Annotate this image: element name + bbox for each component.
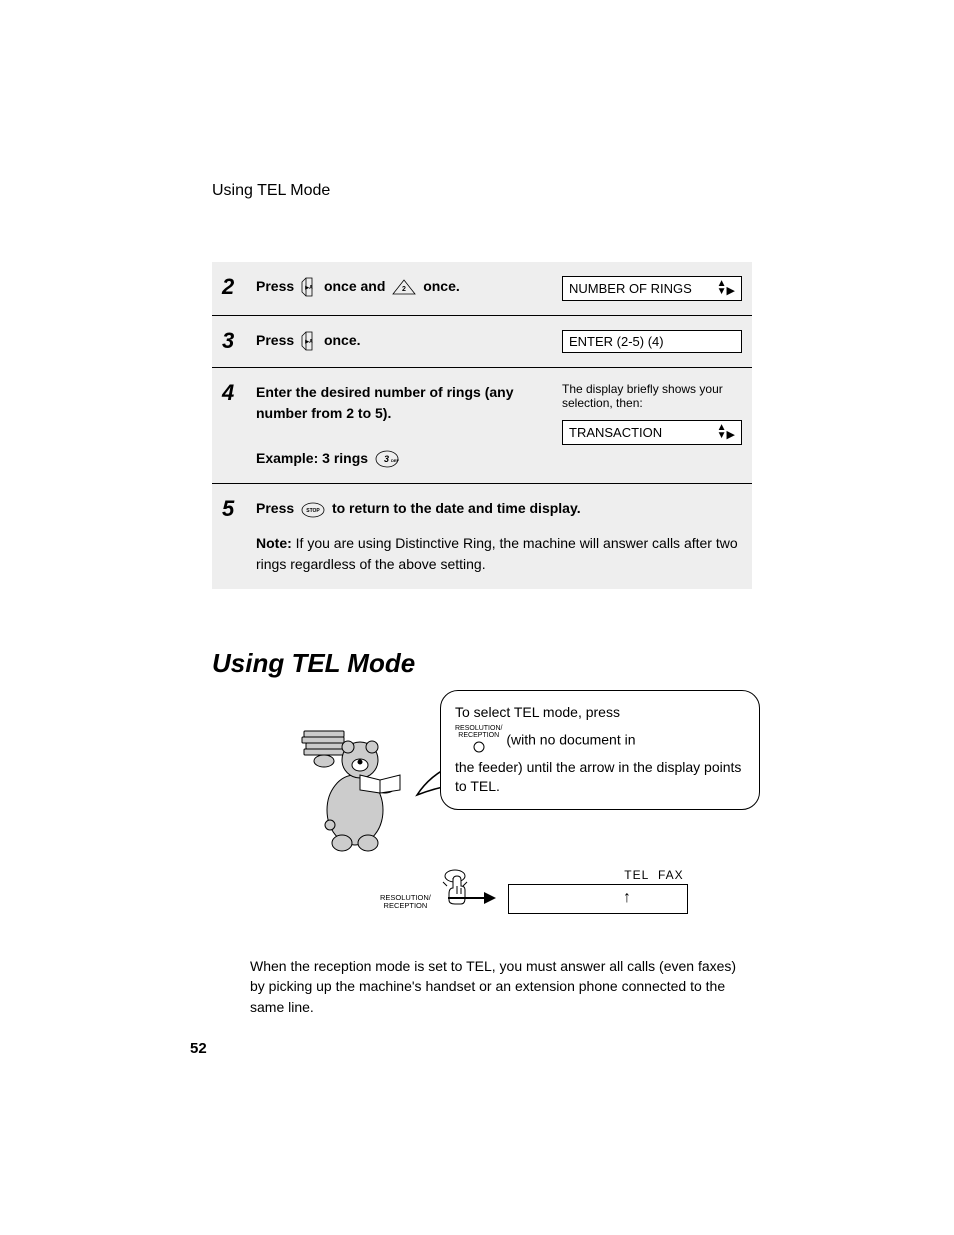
page-number: 52: [190, 1040, 207, 1057]
svg-text:2: 2: [402, 286, 406, 293]
key-3-icon: 3 DEF: [374, 449, 400, 469]
step-4: 4 Enter the desired number of rings (any…: [212, 368, 752, 484]
step-body: Enter the desired number of rings (any n…: [256, 382, 552, 469]
text: Press: [256, 332, 294, 348]
svg-text:STOP: STOP: [306, 508, 320, 514]
text: once.: [423, 278, 460, 294]
tel-fax-display: TEL FAX ↑: [508, 868, 688, 914]
step-number: 4: [222, 382, 246, 404]
up-arrow-icon: ↑: [623, 889, 631, 907]
bubble-area: To select TEL mode, press RESOLUTION/REC…: [280, 690, 750, 860]
step-right: ENTER (2-5) (4): [562, 330, 742, 353]
note-text: If you are using Distinctive Ring, the m…: [256, 535, 738, 572]
svg-text:DEF: DEF: [391, 458, 400, 463]
svg-text:▶A: ▶A: [304, 285, 313, 291]
mascot-illustration: [300, 725, 410, 855]
updown-right-icon: ▲▼▶: [717, 280, 735, 297]
text: Press: [256, 278, 294, 294]
display-text: TRANSACTION: [569, 425, 662, 440]
note-label: Note:: [256, 535, 292, 551]
section-heading: Using TEL Mode: [212, 648, 415, 679]
lcd-display: ENTER (2-5) (4): [562, 330, 742, 353]
page: Using TEL Mode 2 Press ▶A once and 2: [0, 0, 954, 1235]
key-2-icon: 2: [391, 278, 417, 296]
text: Enter the desired number of rings (any n…: [256, 382, 552, 424]
updown-right-icon: ▲▼▶: [717, 424, 735, 441]
step-5: 5 Press STOP to return to the date and t…: [212, 484, 752, 589]
running-head: Using TEL Mode: [212, 182, 330, 200]
speaker-icon: ▶A: [300, 330, 318, 352]
text: once and: [324, 278, 385, 294]
lcd-display: TRANSACTION ▲▼▶: [562, 420, 742, 445]
step-number: 5: [222, 498, 246, 520]
tel-label: TEL: [624, 868, 649, 882]
svg-text:3: 3: [384, 454, 389, 464]
example-label: Example: 3 rings: [256, 450, 368, 466]
text: once.: [324, 332, 361, 348]
step-right: The display briefly shows your selection…: [562, 382, 742, 445]
press-diagram: RESOLUTION/RECEPTION TEL: [380, 868, 750, 928]
speaker-icon: ▶A: [300, 276, 318, 298]
right-note: The display briefly shows your selection…: [562, 382, 742, 410]
step-body: Press ▶A once.: [256, 330, 552, 352]
bubble-line1: To select TEL mode, press: [455, 703, 745, 723]
step-right: NUMBER OF RINGS ▲▼▶: [562, 276, 742, 301]
step-number: 3: [222, 330, 246, 352]
text: Press: [256, 500, 294, 516]
display-text: ENTER (2-5) (4): [569, 334, 664, 349]
stop-button-icon: STOP: [300, 501, 326, 519]
bubble-line3: the feeder) until the arrow in the displ…: [455, 758, 745, 797]
display-box: ↑: [508, 884, 688, 914]
fax-label: FAX: [658, 868, 684, 882]
bubble-mid: (with no document in: [506, 731, 635, 747]
arrow-right-icon: [446, 890, 496, 911]
body-paragraph: When the reception mode is set to TEL, y…: [250, 956, 750, 1017]
step-3: 3 Press ▶A once. ENTER (2-5) (4): [212, 316, 752, 368]
svg-text:▶A: ▶A: [304, 339, 313, 345]
step-number: 2: [222, 276, 246, 298]
step-body: Press STOP to return to the date and tim…: [256, 498, 742, 575]
step-2: 2 Press ▶A once and 2 once.: [212, 262, 752, 316]
display-text: NUMBER OF RINGS: [569, 281, 692, 296]
step-body: Press ▶A once and 2 once.: [256, 276, 552, 298]
resolution-reception-label: RESOLUTION/RECEPTION: [455, 725, 502, 756]
text: to return to the date and time display.: [332, 500, 581, 516]
speech-bubble: To select TEL mode, press RESOLUTION/REC…: [440, 690, 760, 810]
steps-box: 2 Press ▶A once and 2 once.: [212, 262, 752, 589]
lcd-display: NUMBER OF RINGS ▲▼▶: [562, 276, 742, 301]
